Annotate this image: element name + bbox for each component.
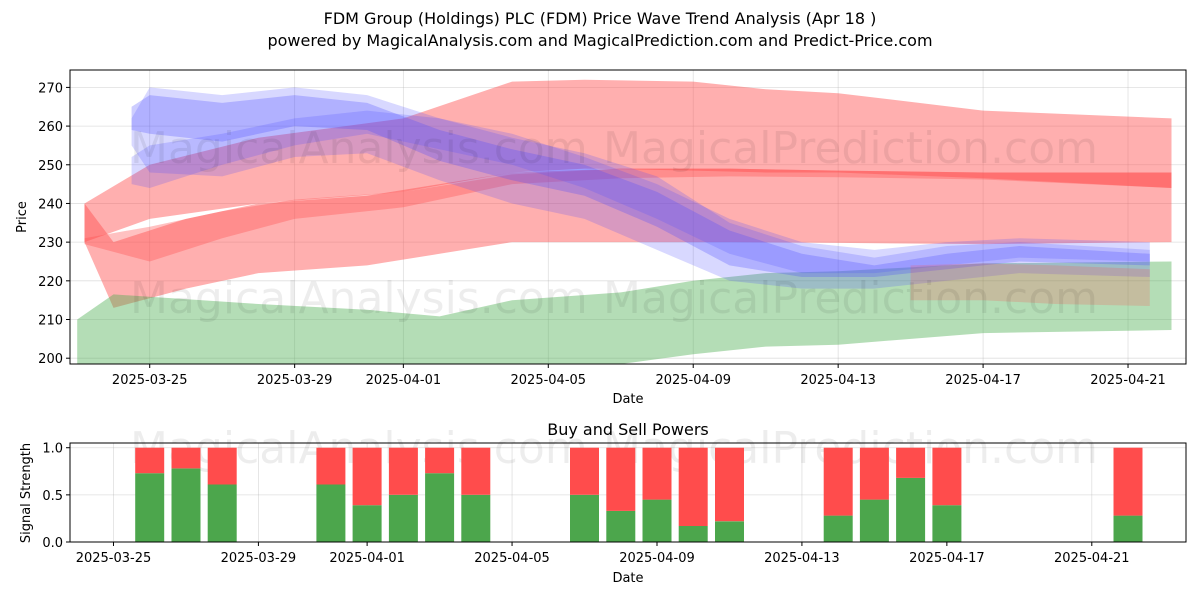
- signal-x-tick-label: 2025-04-13: [764, 551, 840, 566]
- price-x-tick-label: 2025-03-25: [112, 373, 188, 388]
- signal-y-tick-label: 1.0: [42, 442, 63, 457]
- signal-x-tick-label: 2025-04-05: [474, 551, 550, 566]
- watermark-top-left: MagicalAnalysis.com: [130, 123, 588, 174]
- price-y-axis-label: Price: [15, 201, 30, 233]
- sell-power-bar: [352, 447, 382, 506]
- buy-power-bar: [316, 484, 346, 542]
- price-x-tick-label: 2025-04-05: [511, 373, 587, 388]
- red-band-upper: [84, 79, 1172, 243]
- chart-subtitle: powered by MagicalAnalysis.com and Magic…: [267, 31, 933, 50]
- price-chart-watermarks: MagicalAnalysis.com MagicalPrediction.co…: [130, 123, 1098, 324]
- price-chart-grid: [70, 70, 1186, 364]
- price-x-tick-label: 2025-04-09: [655, 373, 731, 388]
- chart-title: FDM Group (Holdings) PLC (FDM) Price Wav…: [323, 9, 877, 28]
- price-x-tick-label: 2025-03-29: [257, 373, 333, 388]
- signal-y-axis-label: Signal Strength: [19, 443, 34, 543]
- buy-power-bar: [570, 494, 599, 542]
- watermark-mid-left: MagicalAnalysis.com: [130, 273, 588, 324]
- price-x-tick-label: 2025-04-17: [945, 373, 1021, 388]
- signal-chart-axes: 0.0 0.5 1.0 2025-03-25 2025-03-29 2025-04-01 2…: [42, 442, 1129, 566]
- sell-power-bar: [135, 447, 165, 474]
- sell-power-bar: [606, 447, 636, 511]
- price-chart-axes: 200 210 220 230 240 250 260 270 2025-03-25 2025-0…: [38, 81, 1166, 388]
- green-band: [77, 261, 1172, 364]
- buy-power-bar: [932, 505, 962, 542]
- buy-power-bar: [823, 515, 853, 542]
- sell-power-bar: [570, 447, 599, 495]
- price-wave-bands: [77, 79, 1172, 364]
- sell-power-bar: [823, 447, 853, 516]
- sell-power-bar: [1113, 447, 1143, 516]
- signal-x-tick-label: 2025-04-09: [619, 551, 695, 566]
- buy-sell-bars: [135, 447, 1143, 542]
- signal-y-tick-label: 0.0: [42, 536, 63, 551]
- sell-power-bar: [859, 447, 889, 500]
- sell-power-bar: [642, 447, 672, 500]
- signal-y-tick-label: 0.5: [42, 489, 63, 504]
- sell-power-bar: [678, 447, 708, 526]
- blue-band-core: [131, 95, 1150, 277]
- signal-x-tick-label: 2025-03-25: [76, 551, 152, 566]
- red-band-lower: [84, 168, 1172, 308]
- price-y-tick-label: 210: [38, 314, 63, 329]
- buy-power-bar: [1113, 515, 1143, 542]
- watermark-top-right: MagicalPrediction.com: [603, 123, 1098, 174]
- price-y-tick-label: 250: [38, 159, 63, 174]
- price-x-tick-label: 2025-04-21: [1090, 373, 1166, 388]
- buy-sell-title: Buy and Sell Powers: [547, 420, 709, 439]
- buy-power-bar: [388, 494, 418, 542]
- sell-power-bar: [316, 447, 346, 485]
- signal-chart-frame: [69, 442, 1187, 543]
- price-x-axis-label: Date: [612, 392, 643, 407]
- buy-power-bar: [171, 468, 201, 542]
- price-chart-frame: [69, 69, 1187, 365]
- price-x-tick-label: 2025-04-01: [366, 373, 442, 388]
- buy-power-bar: [642, 499, 672, 542]
- sell-power-bar: [461, 447, 491, 495]
- sell-power-bar: [388, 447, 418, 495]
- signal-x-axis-label: Date: [612, 571, 643, 586]
- sell-power-bar: [715, 447, 744, 522]
- red-band-dark: [84, 168, 1172, 262]
- signal-x-tick-label: 2025-04-17: [909, 551, 985, 566]
- blue-band-wide: [131, 87, 1150, 289]
- brown-band: [910, 263, 1150, 306]
- buy-power-bar: [461, 494, 491, 542]
- buy-power-bar: [678, 526, 708, 542]
- price-y-tick-label: 260: [38, 120, 63, 135]
- sell-power-bar: [932, 447, 962, 506]
- purple-band: [131, 110, 1150, 274]
- buy-power-bar: [352, 505, 382, 542]
- sell-power-bar: [171, 447, 201, 469]
- price-y-tick-label: 220: [38, 275, 63, 290]
- signal-x-tick-label: 2025-03-29: [221, 551, 297, 566]
- buy-power-bar: [896, 477, 926, 542]
- buy-power-bar: [606, 510, 636, 542]
- buy-power-bar: [859, 499, 889, 542]
- price-y-tick-label: 230: [38, 236, 63, 251]
- buy-power-bar: [135, 473, 165, 542]
- signal-x-tick-label: 2025-04-21: [1054, 551, 1130, 566]
- price-y-tick-label: 270: [38, 81, 63, 96]
- watermark-mid-right: MagicalPrediction.com: [603, 273, 1098, 324]
- price-x-tick-label: 2025-04-13: [800, 373, 876, 388]
- buy-power-bar: [207, 484, 237, 542]
- price-y-tick-label: 240: [38, 197, 63, 212]
- sell-power-bar: [896, 447, 926, 478]
- signal-x-tick-label: 2025-04-01: [329, 551, 405, 566]
- price-y-tick-label: 200: [38, 352, 63, 367]
- sell-power-bar: [425, 447, 455, 474]
- buy-power-bar: [715, 521, 744, 542]
- sell-power-bar: [207, 447, 237, 485]
- buy-power-bar: [425, 473, 455, 542]
